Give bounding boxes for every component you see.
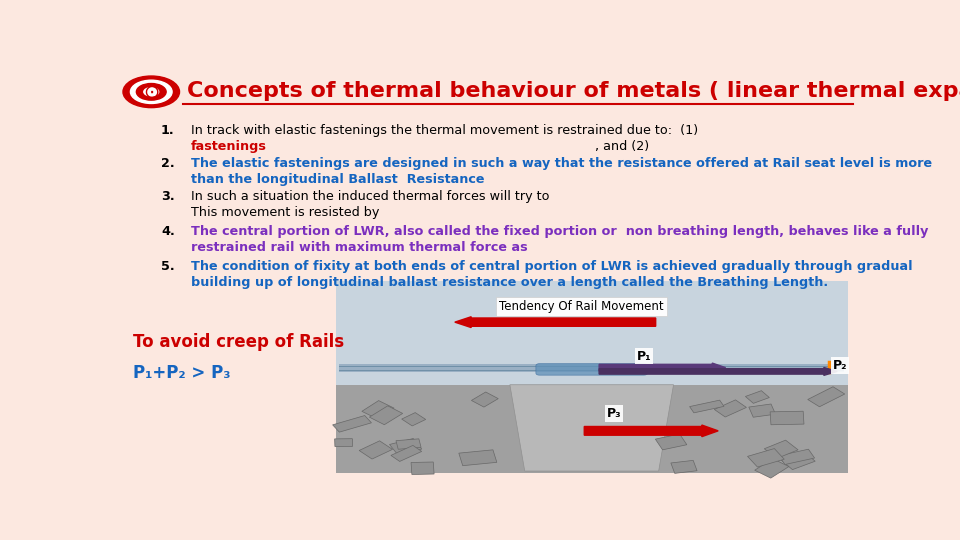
Circle shape (131, 80, 172, 104)
Polygon shape (770, 411, 804, 425)
FancyBboxPatch shape (340, 366, 844, 367)
Text: restrained rail with maximum thermal force as: restrained rail with maximum thermal for… (191, 241, 537, 254)
FancyArrow shape (599, 367, 837, 375)
Polygon shape (396, 439, 421, 449)
Polygon shape (671, 461, 697, 474)
Polygon shape (656, 434, 686, 450)
Polygon shape (390, 438, 421, 455)
Text: This movement is resisted by: This movement is resisted by (191, 206, 383, 219)
Text: 2.: 2. (161, 157, 175, 170)
Polygon shape (510, 384, 674, 471)
FancyBboxPatch shape (336, 384, 848, 473)
Polygon shape (411, 462, 434, 475)
Text: Concepts of thermal behaviour of metals ( linear thermal expansion): Concepts of thermal behaviour of metals … (187, 80, 960, 100)
Circle shape (144, 87, 158, 96)
Text: P₁: P₁ (636, 349, 651, 362)
Text: In track with elastic fastenings the thermal movement is restrained due to:  (1): In track with elastic fastenings the the… (191, 124, 702, 137)
Polygon shape (471, 392, 498, 407)
Text: , and (2): , and (2) (594, 140, 653, 153)
Circle shape (123, 76, 180, 107)
Text: P₃: P₃ (607, 407, 621, 420)
Polygon shape (332, 416, 372, 432)
Text: 4.: 4. (161, 225, 175, 238)
FancyArrow shape (599, 363, 726, 372)
Text: building up of longitudinal ballast resistance over a length called the Breathin: building up of longitudinal ballast resi… (191, 276, 828, 289)
Polygon shape (370, 406, 402, 425)
FancyBboxPatch shape (336, 281, 848, 387)
Polygon shape (359, 441, 393, 459)
Text: To avoid creep of Rails: To avoid creep of Rails (133, 333, 345, 351)
Polygon shape (780, 451, 815, 470)
FancyBboxPatch shape (340, 370, 844, 371)
Text: 5.: 5. (161, 260, 175, 273)
Polygon shape (362, 401, 395, 419)
Text: than the longitudinal Ballast  Resistance: than the longitudinal Ballast Resistance (191, 173, 484, 186)
Text: ⊙: ⊙ (143, 82, 159, 102)
Text: P₁+P₂ > P₃: P₁+P₂ > P₃ (133, 364, 231, 382)
FancyArrow shape (455, 317, 656, 328)
FancyBboxPatch shape (536, 363, 647, 375)
Circle shape (136, 84, 166, 100)
Polygon shape (748, 449, 784, 467)
Polygon shape (689, 400, 724, 413)
Text: In such a situation the induced thermal forces will try to: In such a situation the induced thermal … (191, 191, 553, 204)
Polygon shape (459, 450, 497, 465)
Text: The elastic fastenings are designed in such a way that the resistance offered at: The elastic fastenings are designed in s… (191, 157, 932, 170)
Polygon shape (779, 449, 815, 464)
Polygon shape (391, 446, 421, 462)
Polygon shape (745, 390, 769, 403)
Polygon shape (807, 387, 845, 407)
Text: 3.: 3. (161, 191, 175, 204)
Text: The condition of fixity at both ends of central portion of LWR is achieved gradu: The condition of fixity at both ends of … (191, 260, 912, 273)
Polygon shape (749, 404, 776, 417)
Text: P₂: P₂ (832, 359, 848, 372)
Text: fastenings: fastenings (191, 140, 267, 153)
Polygon shape (401, 413, 425, 426)
FancyBboxPatch shape (340, 364, 844, 372)
Polygon shape (335, 438, 352, 447)
Text: Tendency Of Rail Movement: Tendency Of Rail Movement (499, 300, 663, 313)
Polygon shape (764, 440, 798, 458)
Polygon shape (714, 400, 747, 417)
Text: The central portion of LWR, also called the fixed portion or  non breathing leng: The central portion of LWR, also called … (191, 225, 928, 238)
Polygon shape (755, 458, 789, 478)
Text: 1.: 1. (161, 124, 175, 137)
FancyArrow shape (585, 425, 718, 437)
